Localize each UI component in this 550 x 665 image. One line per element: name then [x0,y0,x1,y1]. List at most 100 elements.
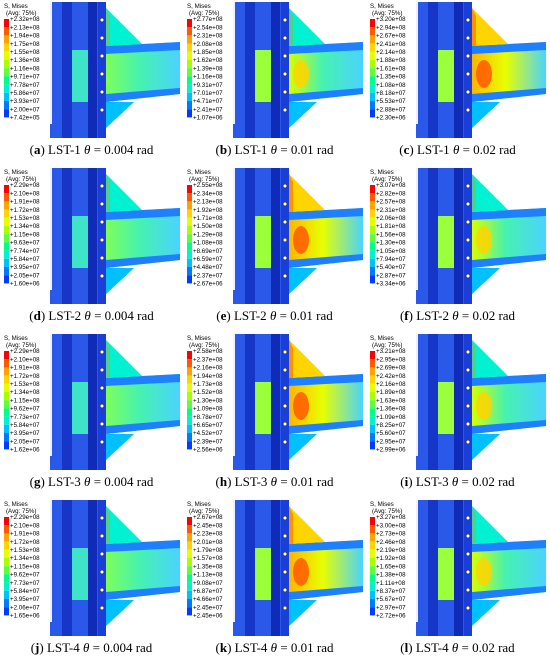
legend-swatch [370,60,375,69]
legend-value: +2.57e+08 [376,199,406,206]
stress-legend: S, Mises(Avg: 75%)+2.29e+08+2.10e+08 +1.9… [2,168,52,290]
legend-value: +2.10e+08 [10,190,40,197]
legend-value: +8.25e+07 [376,422,406,429]
legend-value: +1.30e+08 [193,397,223,404]
legend-swatch [370,375,375,384]
legend-value: +6.87e+07 [193,588,223,595]
legend-swatch [370,558,375,567]
stress-legend: S, Mises(Avg: 75%)+2.55e+08+2.34e+08 +2.1… [185,168,235,290]
legend-swatch [4,533,9,542]
legend-value: +3.95e+07 [10,596,40,603]
legend-swatch [4,549,9,558]
legend-value: +2.14e+08 [376,49,406,56]
legend-value: +1.50e+08 [193,223,223,230]
legend-swatch [370,76,375,85]
legend-swatch [370,549,375,558]
legend-swatch [187,68,192,77]
legend-value: +2.31e+08 [193,33,223,40]
legend-swatch [370,267,375,276]
legend-swatch [187,582,192,591]
mises-stress-contour-image: S, Mises(Avg: 75%)+2.55e+08+2.34e+08 +2.1… [185,168,363,304]
legend-swatch [4,541,9,550]
legend-swatch [370,35,375,44]
legend-value: +1.16e+08 [10,65,40,72]
legend-swatch [4,19,9,28]
figure-panel-g: S, Mises (Avg: 75%) +2.29e+08 +2.10e+08 +1.9… [0,332,183,498]
legend-swatch [370,517,375,526]
figure-panel-l: S, Mises (Avg: 75%) +3.27e+08 +3.00e+08 +2.7… [366,498,549,664]
legend-swatch [4,416,9,425]
legend-value: +5.84e+07 [10,588,40,595]
legend-swatch [187,351,192,360]
legend-value: +2.13e+08 [193,199,223,206]
legend-value: +1.81e+08 [376,223,406,230]
caption-value: = 0.02 rad [458,640,515,655]
legend-swatch [370,226,375,235]
panel-caption: (d) LST-2 θ = 0.004 rad [29,308,154,323]
legend-swatch [187,433,192,442]
legend-value: +7.94e+07 [376,256,406,263]
figure-panel-h: S, Mises (Avg: 75%) +2.58e+08 +2.37e+08 +2.1… [183,332,366,498]
caption-theta-symbol: θ [269,308,277,323]
legend-value: +1.34e+08 [10,389,40,396]
legend-swatch [370,43,375,52]
legend-value: +1.73e+08 [193,381,223,388]
legend-value: +1.16e+08 [193,74,223,81]
mises-stress-contour-image: S, Mises(Avg: 75%)+2.77e+08+2.54e+08 +2.3… [185,2,363,138]
caption-letter: k [219,640,228,655]
legend-swatch [4,441,9,450]
legend-swatch [187,109,192,118]
caption-theta-symbol: θ [84,474,91,489]
legend-value: +1.53e+08 [10,215,40,222]
figure-panel-k: S, Mises (Avg: 75%) +2.67e+08 +2.45e+08 +2.2… [183,498,366,664]
legend-swatch [4,92,9,101]
caption-specimen: LST-1 [234,142,271,157]
panel-caption: (l) LST-4 θ = 0.02 rad [400,640,515,655]
figure-panel-j: S, Mises (Avg: 75%) +2.29e+08 +2.10e+08 +1.9… [0,498,183,664]
legend-value: +2.39e+07 [193,438,223,445]
legend-value: +4.48e+07 [193,264,223,271]
legend-title: S, Mises [4,335,28,342]
legend-value: +1.15e+08 [10,563,40,570]
legend-swatch [4,267,9,276]
legend-value: +1.34e+08 [10,223,40,230]
legend-value: +2.05e+07 [10,438,40,445]
legend-swatch [370,599,375,608]
caption-specimen: LST-3 [415,474,452,489]
caption-specimen: LST-2 [416,308,453,323]
legend-value: +1.63e+08 [376,397,406,404]
legend-value: +1.91e+08 [10,365,40,372]
caption-letter: e [220,308,227,323]
legend-value: +9.71e+07 [10,74,40,81]
legend-value: +1.72e+08 [10,207,40,214]
legend-swatch [187,359,192,368]
legend-value: +1.91e+08 [10,531,40,538]
legend-value: +5.86e+07 [10,90,40,97]
mises-stress-contour-image: S, Mises(Avg: 75%)+3.21e+08+2.95e+08 +2.6… [368,334,546,470]
legend-value: +1.71e+08 [193,215,223,222]
panel-caption: (c) LST-1 θ = 0.02 rad [399,142,516,157]
legend-swatch [4,392,9,401]
stress-legend: S, Mises(Avg: 75%)+3.27e+08+3.00e+08 +2.7… [368,500,418,622]
legend-swatch [370,400,375,409]
legend-swatch [187,375,192,384]
legend-value: +2.41e+07 [193,106,223,113]
legend-value: +2.95e+07 [376,438,406,445]
legend-swatch [4,383,9,392]
legend-value: +1.29e+08 [193,231,223,238]
legend-value: +1.36e+08 [10,57,40,64]
legend-swatch [187,367,192,376]
legend-value: +2.16e+08 [193,365,223,372]
legend-swatch [187,19,192,28]
legend-swatch [4,201,9,210]
legend-swatch [4,582,9,591]
legend-swatch [4,209,9,218]
legend-swatch [187,209,192,218]
legend-title: S, Mises [4,3,28,10]
legend-swatch [187,549,192,558]
caption-specimen: LST-3 [234,474,271,489]
legend-swatch [370,383,375,392]
legend-value: +3.27e+08 [376,514,406,521]
legend-swatch [4,566,9,575]
legend-swatch [187,599,192,608]
